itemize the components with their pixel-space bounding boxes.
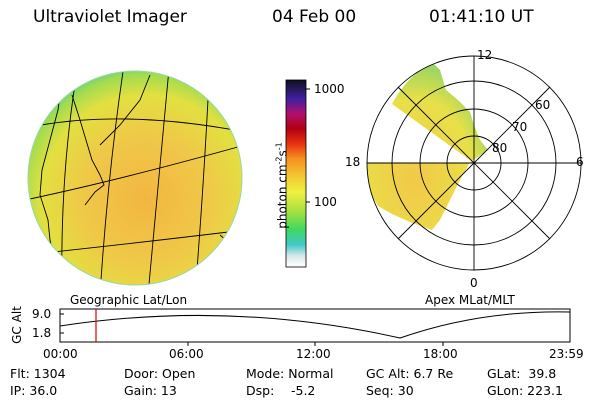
timeline-y-tick-1-8: 1.8 [32, 326, 52, 340]
info-door: Door: Open [124, 366, 196, 381]
colorbar-unit-text: photon cm [275, 164, 290, 229]
time-label: 01:41:10 UT [429, 7, 534, 27]
timeline-x-tick-1200: 12:00 [296, 347, 331, 361]
colorbar-unit-label: photon cm-2s-1 [275, 116, 290, 256]
lat-label-80: 80 [492, 141, 508, 155]
timeline-y-tick-9: 9.0 [32, 307, 52, 321]
date-label: 04 Feb 00 [272, 7, 357, 27]
colorbar-tick-100: 100 [314, 195, 337, 209]
timeline-y-title: GC Alt [10, 306, 24, 344]
info-ip: IP: 36.0 [10, 383, 58, 398]
mlt-label-18: 18 [345, 155, 361, 169]
info-gc-alt: GC Alt: 6.7 Re [366, 366, 454, 381]
info-glat: GLat: 39.8 [487, 366, 557, 381]
info-glon: GLon: 223.1 [487, 383, 563, 398]
colorbar-unit-s: s [275, 150, 290, 157]
colorbar [285, 79, 310, 268]
apex-label: Apex MLat/MLT [425, 293, 515, 307]
mlt-label-6: 6 [576, 155, 584, 169]
lat-label-60: 60 [535, 98, 551, 112]
info-flt: Flt: 1304 [10, 366, 66, 381]
uv-earth-image [27, 70, 243, 286]
colorbar-unit-exp2: -1 [274, 142, 284, 151]
colorbar-unit-exp1: -2 [274, 156, 284, 165]
polar-plot [366, 55, 582, 271]
mlt-label-12: 12 [477, 48, 493, 62]
timeline-x-tick-0000: 00:00 [43, 347, 78, 361]
timeline-x-tick-2359: 23:59 [549, 347, 584, 361]
info-seq: Seq: 30 [366, 383, 414, 398]
altitude-timeline [59, 308, 571, 346]
info-gain: Gain: 13 [124, 383, 177, 398]
timeline-x-tick-0600: 06:00 [169, 347, 204, 361]
mlt-label-0: 0 [470, 276, 478, 290]
colorbar-tick-1000: 1000 [314, 82, 345, 96]
lat-label-70: 70 [512, 120, 528, 134]
info-dsp-label: Dsp: [246, 383, 275, 398]
instrument-title: Ultraviolet Imager [33, 7, 187, 27]
timeline-x-tick-1800: 18:00 [423, 347, 458, 361]
info-dsp-value: -5.2 [291, 383, 316, 398]
info-mode: Mode: Normal [246, 366, 334, 381]
geographic-label: Geographic Lat/Lon [70, 293, 188, 307]
